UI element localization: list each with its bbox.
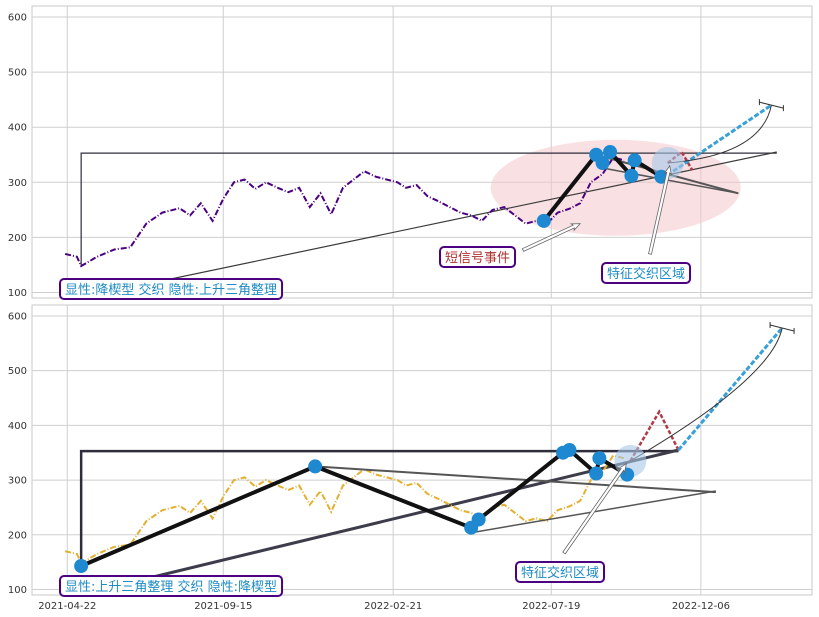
projection-line xyxy=(672,103,773,173)
annotation-text: 特征交织区域 xyxy=(607,266,685,282)
y-tick-label: 300 xyxy=(8,178,27,189)
price-line xyxy=(64,454,625,565)
annotation-text: 短信号事件 xyxy=(445,251,510,266)
target-arc xyxy=(667,105,772,164)
y-tick-label: 600 xyxy=(8,311,27,322)
pattern-point xyxy=(74,559,89,573)
y-tick-label: 200 xyxy=(8,233,27,244)
y-tick-label: 600 xyxy=(8,13,27,24)
y-tick-label: 500 xyxy=(8,366,27,377)
resistance-line xyxy=(79,449,679,564)
annotation-text: 特征交织区域 xyxy=(521,565,599,581)
x-tick-label: 2021-04-22 xyxy=(38,601,96,612)
pattern-point xyxy=(562,443,577,457)
annotation-text: 显性:降楔型 交织 隐性:上升三角整理 xyxy=(65,282,277,298)
top-panel: 100 200 300 400 500 600 显性:降楔型 交织 隐性:上升三角整理 短信号… xyxy=(8,5,813,300)
annotation-arrow xyxy=(562,462,627,555)
wedge-line-upper xyxy=(315,465,716,494)
annotation-text: 显性:上升三角整理 交织 隐性:降楔型 xyxy=(65,579,277,595)
pattern-point xyxy=(624,168,639,183)
annotation-box xyxy=(439,246,517,268)
pattern-point xyxy=(603,145,618,159)
projection-line xyxy=(677,327,784,451)
x-tick-label: 2022-02-21 xyxy=(364,601,422,612)
annotation-box xyxy=(59,575,284,597)
annotation-arrow xyxy=(648,164,672,255)
target-bracket xyxy=(769,321,795,334)
annotation-arrow xyxy=(521,223,582,252)
annotation-box xyxy=(515,561,606,583)
pattern-point xyxy=(627,153,642,168)
pattern-point xyxy=(589,466,604,481)
price-line xyxy=(64,156,625,268)
y-tick-label: 100 xyxy=(8,585,27,596)
x-tick-label: 2022-07-19 xyxy=(522,601,580,612)
resistance-line xyxy=(80,152,777,267)
pattern-point xyxy=(308,459,323,474)
support-line xyxy=(100,448,679,591)
pattern-point xyxy=(471,512,486,527)
y-tick-label: 100 xyxy=(8,288,27,299)
y-tick-label: 500 xyxy=(8,68,27,79)
pattern-point xyxy=(592,451,607,466)
target-bracket xyxy=(758,99,784,112)
pattern-point xyxy=(595,156,610,171)
pattern-point xyxy=(536,213,551,228)
y-tick-label: 200 xyxy=(8,530,27,541)
wedge-line-lower xyxy=(602,167,739,195)
breakout-red-line xyxy=(666,150,694,171)
x-tick-label: 2022-12-06 xyxy=(672,601,730,612)
target-arc xyxy=(630,327,783,462)
x-tick-label: 2021-09-15 xyxy=(194,601,252,612)
bottom-panel: 100 200 300 400 500 600 2021-04-22 2021-09-15 20… xyxy=(8,304,813,612)
annotation-box xyxy=(601,262,692,284)
y-tick-label: 400 xyxy=(8,421,27,432)
breakout-red-line xyxy=(629,409,680,462)
y-tick-label: 300 xyxy=(8,476,27,487)
y-tick-label: 400 xyxy=(8,123,27,134)
annotation-box xyxy=(59,278,284,300)
